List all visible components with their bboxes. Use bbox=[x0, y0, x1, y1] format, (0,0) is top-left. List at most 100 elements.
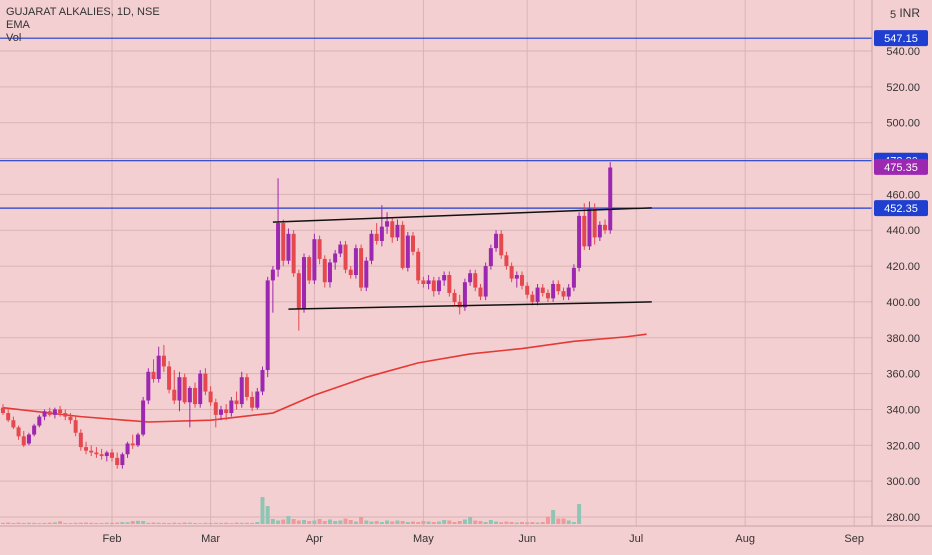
volume-bar bbox=[224, 522, 229, 524]
volume-bar bbox=[504, 521, 509, 524]
volume-indicator-label[interactable]: Vol bbox=[6, 32, 22, 44]
candle-body bbox=[198, 373, 203, 405]
level-price-tag: 547.15 bbox=[884, 33, 918, 45]
candle-body bbox=[84, 447, 89, 451]
candle-body bbox=[494, 233, 499, 249]
ema-indicator-label[interactable]: EMA bbox=[6, 19, 30, 31]
candle-body bbox=[488, 248, 493, 267]
candle-body bbox=[374, 233, 379, 241]
volume-bar bbox=[561, 518, 566, 524]
volume-bar bbox=[125, 522, 130, 524]
currency-label[interactable]: INR bbox=[899, 6, 920, 20]
candle-body bbox=[6, 413, 11, 421]
candle-body bbox=[322, 258, 327, 283]
symbol-title[interactable]: GUJARAT ALKALIES, 1D, NSE bbox=[6, 6, 160, 18]
price-tick-label: 400.00 bbox=[886, 297, 920, 309]
volume-bar bbox=[327, 519, 332, 524]
candle-body bbox=[525, 285, 530, 295]
candle-body bbox=[156, 355, 161, 379]
volume-bar bbox=[99, 523, 104, 524]
price-tick-label: 340.00 bbox=[886, 404, 920, 416]
volume-bar bbox=[63, 523, 68, 524]
volume-bar bbox=[566, 520, 571, 524]
candle-body bbox=[551, 284, 556, 299]
candle-body bbox=[130, 443, 135, 446]
volume-bar bbox=[530, 522, 535, 524]
candle-body bbox=[42, 411, 47, 417]
price-tick-label: 360.00 bbox=[886, 369, 920, 381]
candle-body bbox=[462, 282, 467, 308]
candle-body bbox=[379, 226, 384, 241]
candle-body bbox=[530, 294, 535, 302]
volume-bar bbox=[400, 521, 405, 524]
candle-body bbox=[540, 287, 545, 293]
candle-body bbox=[167, 366, 172, 390]
candle-body bbox=[193, 387, 198, 405]
volume-bar bbox=[141, 521, 146, 524]
price-tick-label: 5 bbox=[890, 9, 896, 21]
volume-bar bbox=[167, 523, 172, 524]
volume-bar bbox=[343, 518, 348, 524]
time-tick-label: Sep bbox=[844, 533, 864, 545]
candle-body bbox=[603, 224, 608, 231]
time-tick-label: Feb bbox=[103, 533, 122, 545]
volume-bar bbox=[104, 522, 109, 524]
volume-bar bbox=[307, 521, 312, 524]
candle-body bbox=[400, 224, 405, 268]
volume-bar bbox=[276, 520, 281, 524]
price-tick-label: 280.00 bbox=[886, 512, 920, 524]
candle-body bbox=[73, 420, 78, 433]
volume-bar bbox=[47, 522, 52, 524]
candle-body bbox=[317, 239, 322, 259]
candle-body bbox=[545, 292, 550, 299]
volume-bar bbox=[120, 522, 125, 524]
volume-bar bbox=[431, 522, 436, 524]
candle-body bbox=[556, 284, 561, 292]
chart-legend: GUJARAT ALKALIES, 1D, NSE EMA Vol bbox=[6, 6, 160, 45]
candle-body bbox=[483, 266, 488, 297]
candle-body bbox=[224, 409, 229, 414]
candle-body bbox=[473, 273, 478, 288]
candle-body bbox=[509, 266, 514, 279]
volume-bar bbox=[250, 522, 255, 524]
candle-body bbox=[296, 273, 301, 310]
candle-body bbox=[592, 208, 597, 238]
volume-bar bbox=[421, 521, 426, 524]
volume-bar bbox=[411, 521, 416, 524]
candle-body bbox=[571, 267, 576, 288]
volume-bar bbox=[193, 523, 198, 524]
candle-body bbox=[270, 269, 275, 281]
candle-body bbox=[161, 355, 166, 367]
price-tick-label: 460.00 bbox=[886, 189, 920, 201]
time-tick-label: May bbox=[413, 533, 434, 545]
ema-line bbox=[2, 333, 647, 423]
candle-body bbox=[478, 287, 483, 297]
volume-bar bbox=[229, 523, 234, 524]
candle-body bbox=[608, 167, 613, 231]
time-tick-label: Jul bbox=[629, 533, 643, 545]
candle-body bbox=[11, 420, 16, 428]
candle-body bbox=[58, 409, 63, 414]
volume-bar bbox=[556, 518, 561, 524]
volume-bar bbox=[239, 522, 244, 524]
candle-body bbox=[452, 292, 457, 302]
volume-bar bbox=[52, 522, 57, 524]
volume-bar bbox=[151, 522, 156, 524]
candle-body bbox=[457, 301, 462, 308]
volume-bar bbox=[26, 522, 31, 524]
volume-bar bbox=[338, 520, 343, 524]
volume-bar bbox=[302, 520, 307, 524]
candle-body bbox=[561, 291, 566, 297]
candle-body bbox=[229, 400, 234, 414]
candle-body bbox=[577, 215, 582, 268]
candle-body bbox=[416, 251, 421, 281]
volume-bar bbox=[296, 520, 301, 524]
volume-bar bbox=[146, 522, 151, 524]
candle-body bbox=[125, 443, 130, 455]
volume-bar bbox=[286, 516, 291, 524]
volume-bar bbox=[395, 520, 400, 524]
candle-body bbox=[182, 377, 187, 403]
volume-bar bbox=[208, 523, 213, 524]
